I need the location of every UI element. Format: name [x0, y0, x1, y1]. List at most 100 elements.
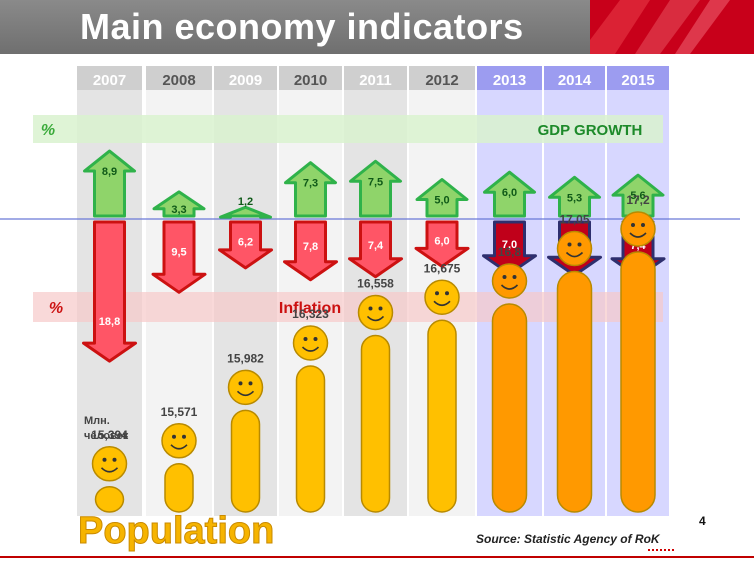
smiley-eye — [378, 306, 383, 311]
gdp-value-label: 7,5 — [368, 176, 383, 188]
smiley-eye — [445, 291, 449, 296]
year-header-bg — [214, 66, 277, 90]
smiley-eye — [303, 337, 308, 342]
bottom-divider — [0, 556, 754, 558]
year-label: 2009 — [229, 72, 262, 89]
smiley-face-icon — [357, 294, 394, 331]
inflation-arrow — [348, 220, 403, 279]
smiley-eye — [238, 381, 243, 386]
year-header-bg — [77, 66, 142, 90]
gdp-arrow — [483, 170, 536, 218]
population-bar — [94, 486, 125, 513]
smiley-mouth — [236, 390, 255, 397]
population-bar — [620, 251, 656, 513]
inflation-value-label: 6,0 — [434, 236, 449, 248]
year-header-bg — [607, 66, 669, 90]
gdp-value-label: 5,0 — [434, 195, 449, 207]
population-value-label: 16,675 — [424, 261, 461, 275]
smiley-eye — [567, 242, 572, 247]
gdp-value-label: 8,9 — [102, 166, 117, 178]
year-label: 2011 — [359, 72, 392, 89]
smiley-face-icon — [292, 325, 329, 361]
gdp-arrow — [548, 175, 601, 218]
population-unit: Млн. человек — [84, 414, 128, 444]
gdp-value-label: 1,2 — [238, 196, 253, 208]
gdp-arrow — [152, 190, 206, 218]
title-bar: Main economy indicators — [0, 0, 590, 54]
smiley-mouth — [170, 444, 188, 450]
gdp-arrow — [349, 159, 402, 218]
year-header-bg — [344, 66, 407, 90]
smiley-eye — [102, 457, 107, 462]
inflation-arrow — [151, 220, 207, 294]
gdp-value-label: 7,3 — [303, 178, 318, 190]
gdp-label: GDP GROWTH — [538, 122, 643, 139]
gdp-percent-label: % — [41, 122, 55, 139]
population-bar — [230, 409, 261, 513]
year-header-bg — [279, 66, 342, 90]
population-value-label: 15,571 — [161, 405, 198, 419]
population-value-label: 16,558 — [357, 276, 394, 290]
year-header-bg — [409, 66, 475, 90]
smiley-eye — [512, 275, 517, 279]
gdp-value-label: 5,6 — [630, 190, 645, 202]
gdp-arrow — [284, 161, 337, 218]
inflation-arrow — [82, 220, 137, 363]
smiley-mouth — [433, 300, 451, 307]
population-unit-line1: Млн. — [84, 415, 110, 427]
smiley-eye — [631, 223, 635, 227]
smiley-mouth — [629, 232, 647, 238]
population-value-label: 17,05 — [559, 213, 589, 227]
smiley-eye — [502, 275, 507, 279]
page-number: 4 — [699, 514, 706, 528]
year-header-bg — [544, 66, 605, 90]
gdp-band — [33, 115, 663, 143]
year-label: 2014 — [558, 72, 592, 89]
population-value-label: 16,323 — [292, 307, 329, 321]
smiley-mouth — [500, 284, 519, 290]
gdp-value-label: 6,0 — [502, 187, 517, 199]
smiley-eye — [435, 291, 439, 296]
population-label: Population — [77, 510, 275, 553]
population-unit-line2: человек — [84, 430, 129, 442]
year-header-bg — [477, 66, 542, 90]
inflation-arrow — [482, 220, 537, 276]
population-bar — [164, 463, 194, 513]
smiley-face-icon — [491, 263, 528, 299]
smiley-face-icon — [91, 446, 128, 482]
inflation-percent-label: % — [49, 300, 63, 317]
smiley-face-icon — [424, 279, 460, 315]
smiley-eye — [182, 434, 186, 439]
inflation-arrow — [283, 220, 338, 282]
population-bar — [491, 303, 528, 513]
year-header-bg — [146, 66, 212, 90]
population-bar — [427, 319, 457, 513]
gdp-arrow — [611, 173, 665, 218]
smiley-face-icon — [227, 369, 264, 406]
slide-title: Main economy indicators — [80, 6, 524, 47]
smiley-eye — [313, 337, 318, 342]
smiley-eye — [641, 223, 645, 227]
smiley-eye — [248, 381, 253, 386]
population-value-label: 16,8 — [498, 245, 522, 259]
smiley-eye — [112, 457, 117, 462]
smiley-face-icon — [620, 211, 656, 247]
year-label: 2010 — [294, 72, 327, 89]
gdp-arrow — [219, 205, 272, 219]
population-value-label: 15,982 — [227, 351, 264, 365]
smiley-mouth — [366, 315, 385, 322]
inflation-value-label: 18,8 — [99, 316, 120, 328]
gdp-arrow — [83, 149, 136, 218]
smiley-eye — [577, 242, 582, 247]
smiley-mouth — [100, 467, 119, 473]
year-label: 2008 — [162, 72, 195, 89]
red-corner-decoration — [590, 0, 754, 54]
smiley-mouth — [565, 251, 584, 258]
gdp-arrow — [415, 178, 469, 218]
population-value-label: 15,394 — [91, 428, 128, 442]
gdp-value-label: 3,3 — [171, 204, 186, 216]
smiley-eye — [172, 434, 176, 439]
inflation-arrow — [414, 220, 470, 268]
